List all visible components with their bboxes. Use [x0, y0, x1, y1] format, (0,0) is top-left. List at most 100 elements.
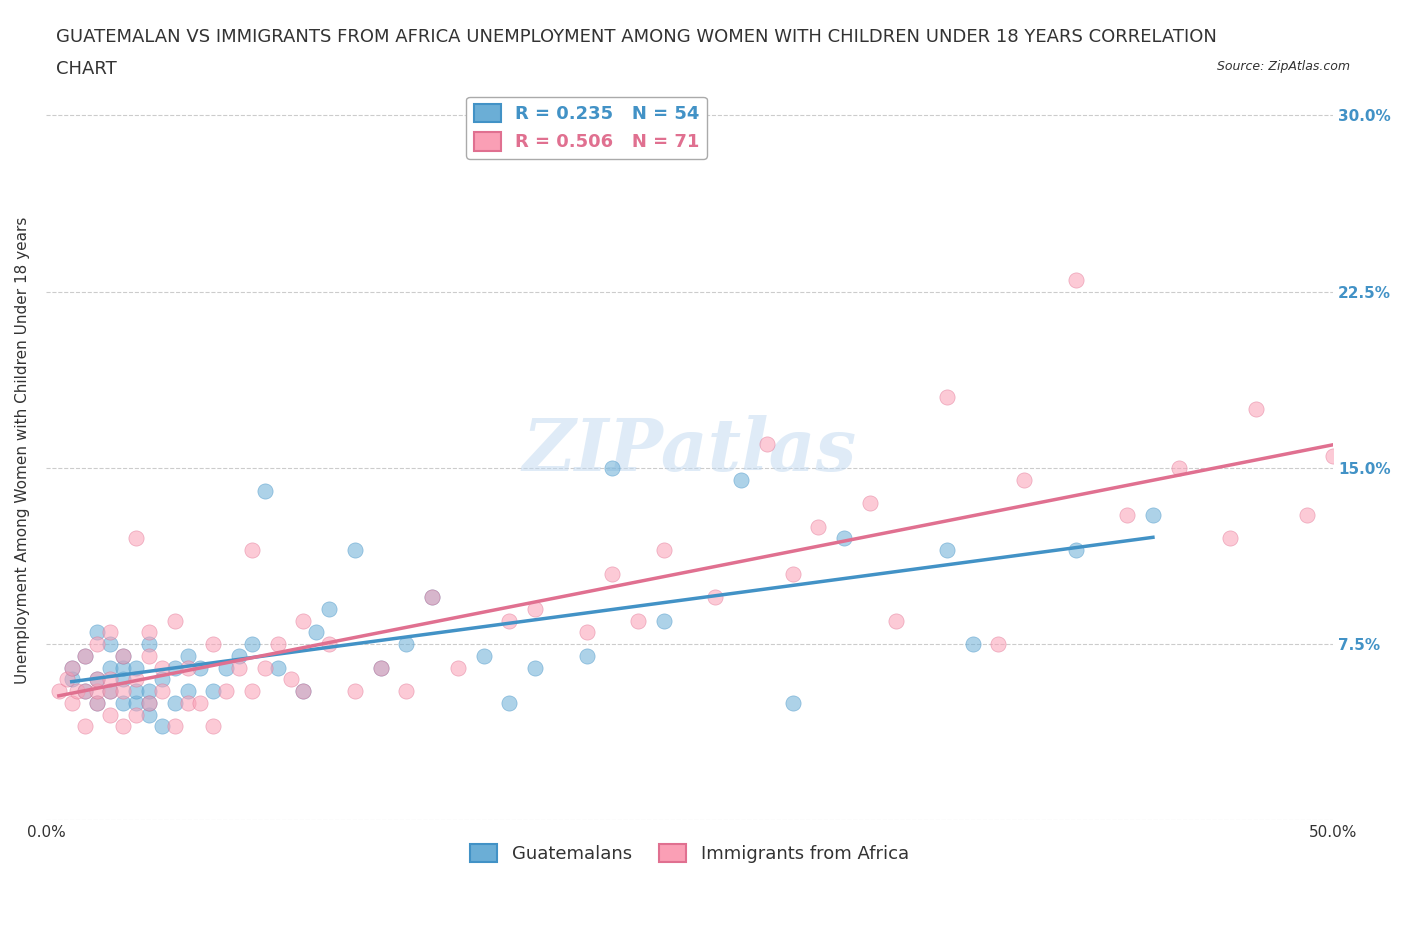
Text: CHART: CHART: [56, 60, 117, 78]
Point: [215, 684, 238, 698]
Point: [112, 648, 135, 663]
Point: [447, 660, 470, 675]
Point: [73, 648, 96, 663]
Point: [125, 671, 148, 686]
Point: [112, 660, 135, 675]
Point: [73, 719, 96, 734]
Point: [253, 484, 276, 498]
Point: [125, 696, 148, 711]
Point: [112, 719, 135, 734]
Point: [163, 660, 186, 675]
Point: [86, 636, 108, 651]
Point: [832, 531, 855, 546]
Point: [215, 660, 238, 675]
Point: [266, 660, 288, 675]
Point: [936, 542, 959, 557]
Point: [704, 590, 727, 604]
Point: [524, 602, 547, 617]
Point: [73, 684, 96, 698]
Point: [782, 566, 804, 581]
Point: [730, 472, 752, 487]
Point: [176, 660, 198, 675]
Point: [138, 684, 160, 698]
Point: [782, 696, 804, 711]
Point: [1012, 472, 1035, 487]
Point: [575, 625, 598, 640]
Point: [163, 719, 186, 734]
Point: [884, 613, 907, 628]
Point: [176, 696, 198, 711]
Point: [292, 684, 315, 698]
Point: [524, 660, 547, 675]
Point: [343, 542, 366, 557]
Point: [86, 684, 108, 698]
Point: [48, 684, 70, 698]
Point: [112, 684, 135, 698]
Point: [240, 542, 263, 557]
Point: [98, 660, 121, 675]
Y-axis label: Unemployment Among Women with Children Under 18 years: Unemployment Among Women with Children U…: [15, 217, 30, 684]
Point: [86, 671, 108, 686]
Point: [1322, 448, 1344, 463]
Point: [498, 696, 520, 711]
Point: [652, 542, 675, 557]
Point: [859, 496, 882, 511]
Point: [936, 390, 959, 405]
Point: [60, 696, 83, 711]
Point: [60, 660, 83, 675]
Point: [240, 636, 263, 651]
Point: [627, 613, 650, 628]
Point: [112, 696, 135, 711]
Text: Source: ZipAtlas.com: Source: ZipAtlas.com: [1216, 60, 1350, 73]
Point: [807, 519, 830, 534]
Point: [240, 684, 263, 698]
Point: [190, 696, 212, 711]
Point: [150, 660, 173, 675]
Point: [66, 684, 89, 698]
Point: [602, 566, 624, 581]
Point: [125, 660, 148, 675]
Point: [150, 684, 173, 698]
Point: [86, 696, 108, 711]
Point: [395, 636, 418, 651]
Point: [150, 671, 173, 686]
Point: [98, 671, 121, 686]
Point: [1142, 508, 1164, 523]
Point: [176, 648, 198, 663]
Point: [202, 719, 225, 734]
Point: [138, 707, 160, 722]
Point: [292, 684, 315, 698]
Point: [1064, 542, 1087, 557]
Point: [202, 684, 225, 698]
Point: [163, 613, 186, 628]
Point: [253, 660, 276, 675]
Point: [138, 696, 160, 711]
Point: [1219, 531, 1241, 546]
Point: [125, 684, 148, 698]
Point: [55, 671, 77, 686]
Point: [266, 636, 288, 651]
Point: [228, 648, 250, 663]
Point: [98, 625, 121, 640]
Point: [163, 696, 186, 711]
Point: [1244, 402, 1267, 417]
Point: [420, 590, 443, 604]
Point: [60, 671, 83, 686]
Point: [112, 648, 135, 663]
Point: [86, 696, 108, 711]
Point: [575, 648, 598, 663]
Point: [176, 684, 198, 698]
Point: [125, 707, 148, 722]
Point: [652, 613, 675, 628]
Point: [202, 636, 225, 651]
Point: [125, 531, 148, 546]
Point: [138, 625, 160, 640]
Point: [987, 636, 1010, 651]
Point: [370, 660, 392, 675]
Point: [190, 660, 212, 675]
Point: [1116, 508, 1139, 523]
Point: [112, 671, 135, 686]
Point: [98, 684, 121, 698]
Point: [498, 613, 520, 628]
Point: [150, 719, 173, 734]
